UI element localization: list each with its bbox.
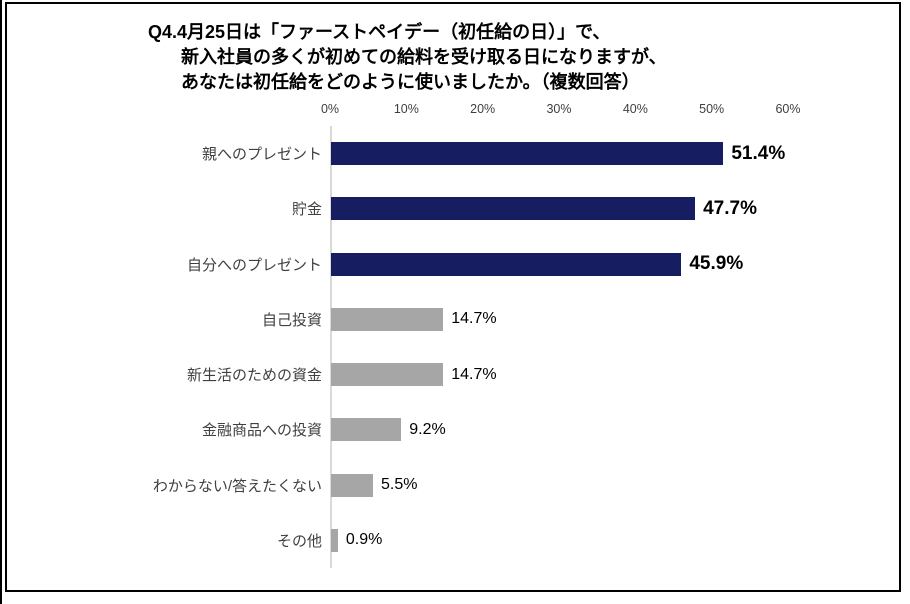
bar <box>331 252 682 276</box>
chart-border-frame <box>5 2 901 592</box>
value-label: 45.9% <box>689 253 744 275</box>
bars-area: 親へのプレゼント 51.4% 貯金 47.7% 自分へのプレゼント 45.9% 自己投資 14… <box>0 126 910 568</box>
value-label: 14.7% <box>451 310 497 328</box>
category-label: わからない/答えたくない <box>152 477 322 495</box>
bar-row: 親へのプレゼント 51.4% <box>0 126 910 181</box>
x-axis-tick-label: 50% <box>699 102 725 116</box>
chart-title: Q4.4月25日は「ファーストペイデー（初任給の日）」で、 新入社員の多くが初め… <box>0 20 910 95</box>
value-label: 47.7% <box>703 197 757 219</box>
bar-row: わからない/答えたくない 5.5% <box>0 458 910 513</box>
bar-row: 自己投資 14.7% <box>0 292 910 347</box>
bar <box>331 363 444 387</box>
x-axis-tick-label: 10% <box>393 102 419 116</box>
bar-row: 金融商品への投資 9.2% <box>0 402 910 457</box>
value-label: 51.4% <box>731 142 786 164</box>
bar <box>331 528 338 552</box>
bar-row: その他 0.9% <box>0 513 910 568</box>
category-label: 自分へのプレゼント <box>186 256 322 274</box>
bar-row: 貯金 47.7% <box>0 181 910 236</box>
chart-title-line-3: あなたは初任給をどのように使いましたか。（複数回答） <box>181 72 640 92</box>
category-label: 貯金 <box>291 201 322 219</box>
value-label: 9.2% <box>409 420 446 438</box>
bar <box>331 418 402 442</box>
x-axis: 0% 10% 20% 30% 40% 50% 60% <box>0 102 910 118</box>
category-label: 親へのプレゼント <box>201 146 322 164</box>
bar <box>331 307 444 331</box>
bar-row: 新生活のための資金 14.7% <box>0 347 910 402</box>
bar <box>331 142 724 166</box>
x-axis-tick-label: 30% <box>546 102 572 116</box>
value-label: 5.5% <box>380 476 418 494</box>
value-label: 14.7% <box>451 365 497 383</box>
x-axis-tick-label: 20% <box>470 102 496 116</box>
category-label: 新生活のための資金 <box>186 367 322 385</box>
value-label: 0.9% <box>345 531 383 549</box>
x-axis-tick-label: 60% <box>775 102 801 116</box>
x-axis-tick-label: 0% <box>320 102 340 116</box>
screen-left-edge-line <box>0 0 2 604</box>
bar <box>331 473 373 497</box>
y-axis-baseline <box>330 126 332 568</box>
bar <box>331 197 696 221</box>
chart-title-line-2: 新入社員の多くが初めての給料を受け取る日になりますが、 <box>181 47 667 67</box>
x-axis-tick-label: 40% <box>622 102 648 116</box>
category-label: 金融商品への投資 <box>201 422 322 440</box>
category-label: 自己投資 <box>261 311 322 329</box>
bar-row: 自分へのプレゼント 45.9% <box>0 237 910 292</box>
category-label: その他 <box>276 532 322 550</box>
chart-title-line-1: Q4.4月25日は「ファーストペイデー（初任給の日）」で、 <box>148 22 611 42</box>
